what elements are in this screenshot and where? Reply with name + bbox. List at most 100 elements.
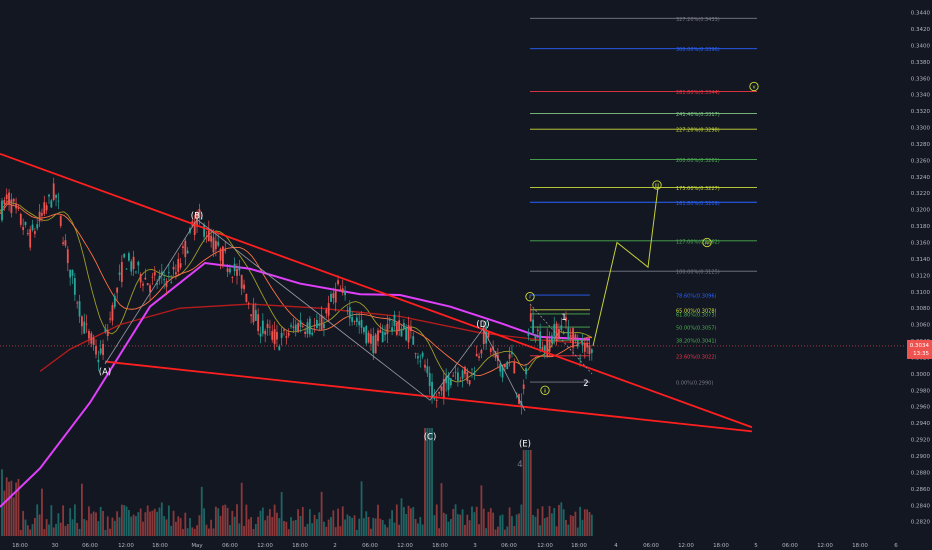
candle-body xyxy=(341,288,344,293)
volume-bar xyxy=(412,507,415,536)
candle-body xyxy=(421,352,424,357)
candle-body xyxy=(536,329,539,332)
candle-body xyxy=(386,324,389,335)
candle-body xyxy=(50,200,53,208)
volume-bar xyxy=(12,497,15,536)
candle-body xyxy=(182,246,184,249)
candle-body xyxy=(407,324,410,343)
candle-body xyxy=(454,371,457,373)
time-tick-label: 18:00 xyxy=(571,543,587,549)
candle-body xyxy=(363,327,365,333)
volume-bar xyxy=(428,428,431,536)
volume-bar xyxy=(111,517,114,536)
volume-bar xyxy=(320,491,323,536)
volume-bar xyxy=(24,519,27,536)
price-tick-label: 0.3180 xyxy=(911,224,931,230)
volume-bar xyxy=(26,525,29,536)
candle-body xyxy=(78,301,81,317)
time-tick-label: 30 xyxy=(52,543,59,549)
candle-body xyxy=(480,350,483,354)
price-tick-label: 0.3160 xyxy=(911,240,931,246)
volume-bar xyxy=(125,506,128,536)
ma-red-long xyxy=(39,303,591,372)
price-tick-label: 0.2900 xyxy=(911,454,931,460)
candle-body xyxy=(576,340,579,347)
volume-bar xyxy=(508,507,511,536)
candle-body xyxy=(304,331,307,334)
time-tick-label: 12:00 xyxy=(537,543,553,549)
candle-body xyxy=(3,199,6,205)
candle-body xyxy=(581,341,584,346)
time-tick-label: May xyxy=(191,543,203,549)
candle-body xyxy=(59,215,62,226)
volume-bar xyxy=(64,525,67,536)
fibonacci-extension[interactable]: 327.20%(0.3433)300.00%(0.3396)261.80%(0.… xyxy=(530,17,757,387)
candle-body xyxy=(555,323,558,342)
fib-level-label: 65.00%(0.3078) xyxy=(676,308,717,314)
volume-bar xyxy=(153,508,156,536)
volume-bar xyxy=(518,513,520,536)
candle-body xyxy=(55,194,57,198)
candle-body xyxy=(395,322,398,335)
volume-bar xyxy=(5,477,8,536)
price-axis[interactable]: 0.3440 0.3420 0.3400 0.3380 0.3360 0.3340 0.33… xyxy=(906,0,932,550)
volume-bar xyxy=(367,517,370,536)
candle-body xyxy=(511,352,513,354)
candle-body xyxy=(569,335,572,337)
volume-bar xyxy=(149,511,151,536)
candle-body xyxy=(365,326,368,344)
volume-bar xyxy=(297,509,299,536)
volume-bar xyxy=(247,519,250,536)
trend-lines[interactable] xyxy=(0,152,906,433)
last-price-badge xyxy=(907,339,932,359)
candle-body xyxy=(71,269,74,276)
candle-body xyxy=(316,319,318,328)
candle-body xyxy=(489,348,492,352)
candle-body xyxy=(128,253,130,261)
candle-body xyxy=(532,319,534,333)
volume-bar xyxy=(71,519,74,536)
candle-body xyxy=(377,330,379,342)
candle-body xyxy=(379,330,382,333)
candle-body xyxy=(210,235,213,242)
candle-body xyxy=(43,202,46,214)
candle-body xyxy=(238,266,241,271)
volume-bar xyxy=(339,526,342,536)
price-tick-label: 0.3400 xyxy=(911,43,931,49)
candle-body xyxy=(334,289,337,303)
candle-body xyxy=(572,328,574,348)
candle-body xyxy=(130,261,133,272)
time-tick-label: 2 xyxy=(333,543,337,549)
volume-bar xyxy=(41,488,43,536)
volume-bar xyxy=(351,517,354,536)
candle-body xyxy=(90,333,93,344)
candlesticks xyxy=(1,177,593,415)
candle-body xyxy=(546,336,549,356)
time-tick-label: 18:00 xyxy=(152,543,168,549)
candle-body xyxy=(442,379,445,399)
price-tick-label: 0.2860 xyxy=(911,487,931,493)
volume-bar xyxy=(226,507,229,536)
volume-bar xyxy=(424,428,426,536)
volume-bar xyxy=(90,513,93,536)
candle-body xyxy=(29,229,32,248)
volume-bar xyxy=(212,528,215,536)
price-tick-label: 0.3120 xyxy=(911,273,931,279)
volume-bar xyxy=(560,502,563,536)
wave-label: (B) xyxy=(191,211,203,221)
candle-body xyxy=(264,330,267,335)
candle-body xyxy=(506,361,509,370)
volume-bar xyxy=(266,515,269,536)
volume-bar xyxy=(146,505,149,536)
volume-bar xyxy=(175,521,177,536)
candle-body xyxy=(41,213,43,216)
volume-bar xyxy=(229,525,231,536)
time-axis[interactable]: 18:00 30 06:00 12:00 18:00 May 06:00 12:00 18:00… xyxy=(0,538,932,550)
volume-bar xyxy=(377,504,379,536)
volume-bar xyxy=(421,524,424,536)
wave-label-iv: iv xyxy=(705,240,710,246)
volume-bar xyxy=(447,521,450,536)
volume-bar xyxy=(379,518,382,536)
candle-body xyxy=(31,224,34,231)
